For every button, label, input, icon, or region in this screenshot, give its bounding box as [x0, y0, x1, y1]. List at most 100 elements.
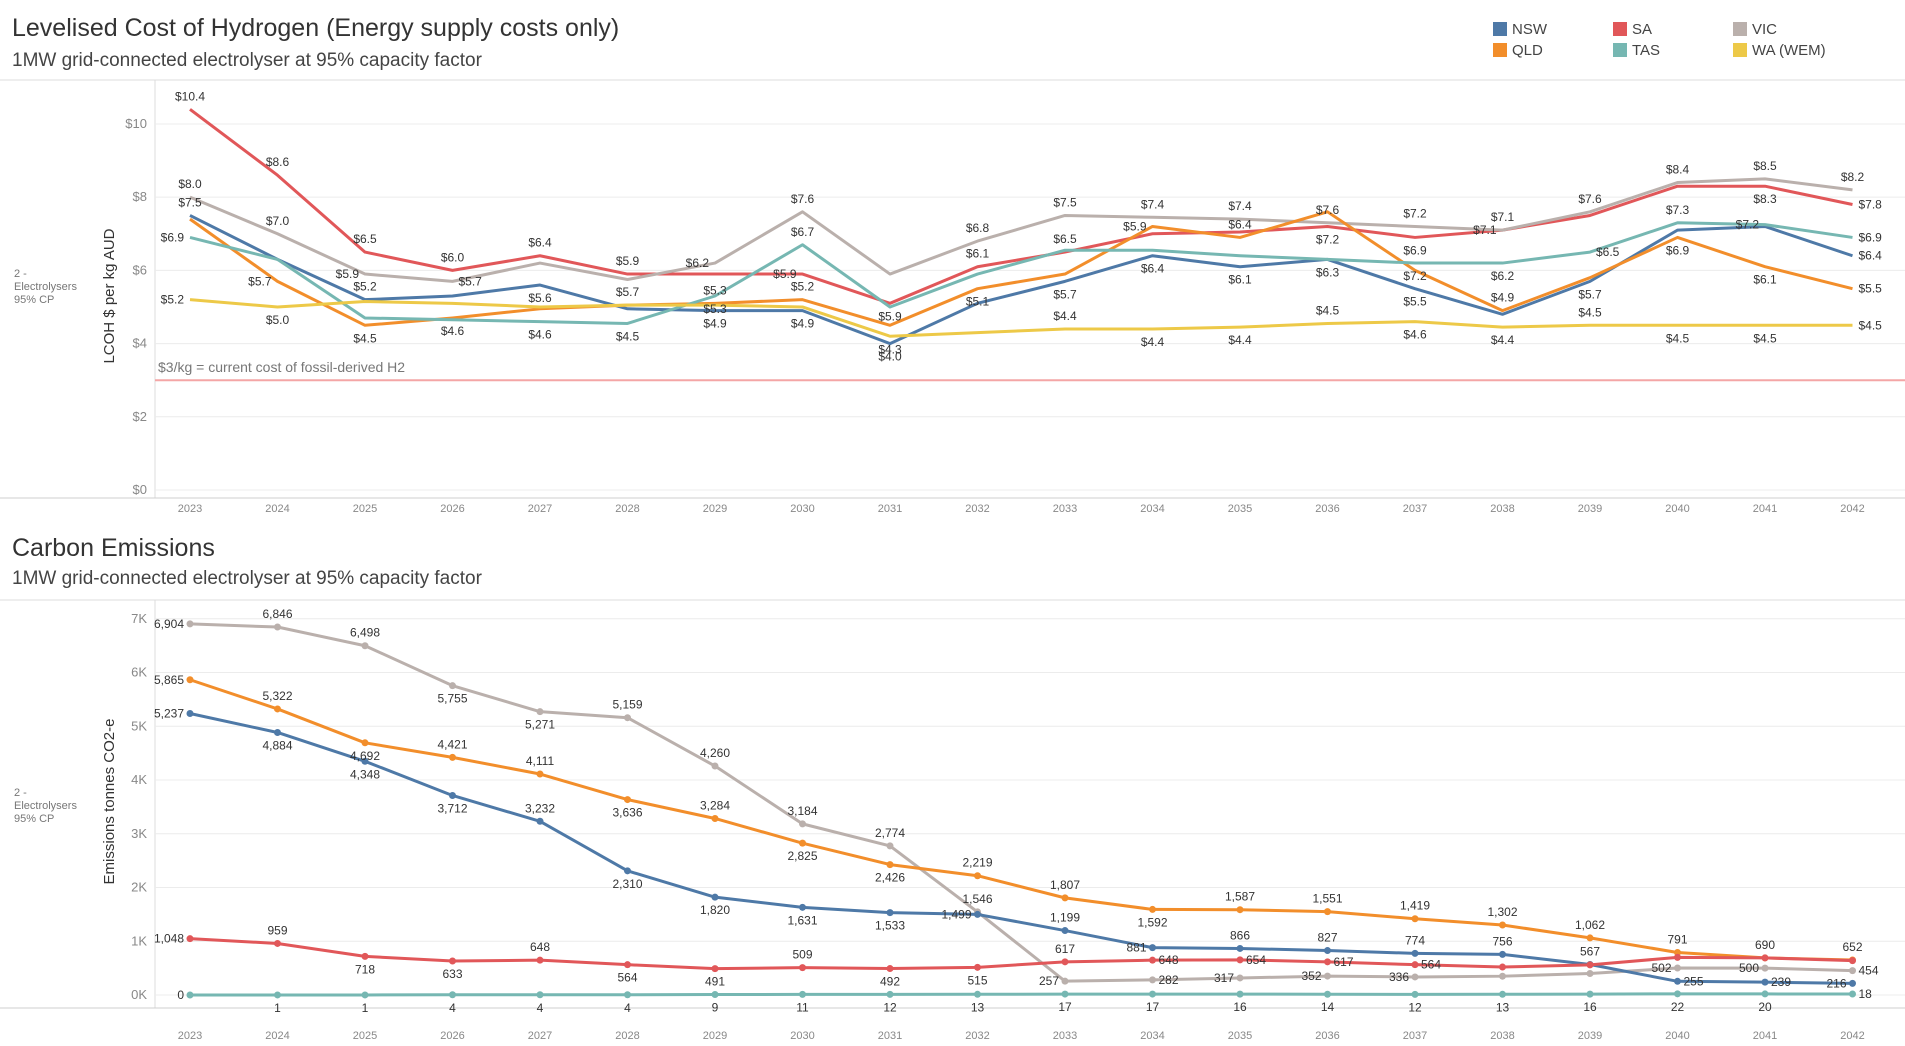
- data-point[interactable]: [1586, 990, 1594, 998]
- data-point[interactable]: [449, 682, 456, 690]
- data-point[interactable]: [274, 705, 281, 713]
- data-point[interactable]: [1499, 963, 1506, 971]
- data-point[interactable]: [1761, 978, 1769, 986]
- series-line-nsw[interactable]: [189, 712, 1853, 985]
- data-point[interactable]: [274, 728, 281, 736]
- data-point[interactable]: [1849, 957, 1856, 965]
- data-point[interactable]: [1674, 964, 1681, 972]
- data-point[interactable]: [1499, 921, 1506, 929]
- data-point[interactable]: [1849, 990, 1856, 998]
- series-line-qld[interactable]: [189, 678, 1853, 962]
- legend-item-wa[interactable]: WA (WEM): [1733, 42, 1826, 59]
- data-point[interactable]: [1411, 973, 1419, 981]
- data-point[interactable]: [1061, 927, 1069, 935]
- data-point[interactable]: [1411, 915, 1419, 923]
- data-point[interactable]: [1236, 944, 1244, 952]
- data-point[interactable]: [536, 770, 544, 778]
- series-line-sa[interactable]: [189, 108, 1853, 305]
- series-line-tas[interactable]: [189, 992, 1853, 997]
- data-point[interactable]: [1236, 956, 1244, 964]
- data-point[interactable]: [1324, 958, 1331, 966]
- data-point[interactable]: [1499, 990, 1506, 998]
- data-point[interactable]: [1149, 990, 1156, 998]
- data-point[interactable]: [624, 796, 631, 804]
- data-point[interactable]: [1324, 972, 1331, 980]
- data-point[interactable]: [536, 956, 544, 964]
- data-point[interactable]: [1849, 979, 1856, 987]
- data-point[interactable]: [274, 991, 281, 999]
- data-point[interactable]: [799, 964, 806, 972]
- data-point[interactable]: [1499, 950, 1506, 958]
- data-point[interactable]: [1411, 961, 1419, 969]
- series-line-wa-wem-[interactable]: [189, 298, 1853, 338]
- data-point[interactable]: [361, 991, 369, 999]
- data-point[interactable]: [711, 893, 719, 901]
- data-point[interactable]: [1411, 949, 1419, 957]
- data-point[interactable]: [886, 842, 894, 850]
- data-point[interactable]: [886, 909, 894, 917]
- legend-item-sa[interactable]: SA: [1613, 21, 1652, 38]
- data-point[interactable]: [711, 814, 719, 822]
- data-point[interactable]: [361, 642, 369, 650]
- data-point[interactable]: [974, 872, 981, 880]
- data-point[interactable]: [1149, 956, 1156, 964]
- series-line-qld[interactable]: [189, 210, 1853, 327]
- data-point[interactable]: [886, 965, 894, 973]
- data-point[interactable]: [1411, 990, 1419, 998]
- data-point[interactable]: [536, 708, 544, 716]
- data-point[interactable]: [1324, 908, 1331, 916]
- data-point[interactable]: [186, 710, 194, 718]
- data-point[interactable]: [186, 620, 194, 628]
- data-point[interactable]: [1061, 894, 1069, 902]
- data-point[interactable]: [274, 939, 281, 947]
- data-point[interactable]: [1499, 972, 1506, 980]
- data-point[interactable]: [361, 757, 369, 765]
- data-point[interactable]: [1149, 905, 1156, 913]
- series-line-sa[interactable]: [189, 937, 1853, 971]
- data-point[interactable]: [1674, 953, 1681, 961]
- legend-item-tas[interactable]: TAS: [1613, 42, 1660, 59]
- data-point[interactable]: [974, 910, 981, 918]
- data-point[interactable]: [1236, 990, 1244, 998]
- data-point[interactable]: [1149, 976, 1156, 984]
- data-point[interactable]: [1061, 977, 1069, 985]
- data-point[interactable]: [1674, 990, 1681, 998]
- data-point[interactable]: [1324, 947, 1331, 955]
- legend-item-nsw[interactable]: NSW: [1493, 21, 1547, 38]
- data-point[interactable]: [799, 990, 806, 998]
- data-point[interactable]: [799, 839, 806, 847]
- legend-item-qld[interactable]: QLD: [1493, 42, 1543, 59]
- data-point[interactable]: [886, 861, 894, 869]
- data-point[interactable]: [1586, 934, 1594, 942]
- legend-item-vic[interactable]: VIC: [1733, 21, 1777, 38]
- data-point[interactable]: [361, 739, 369, 747]
- data-point[interactable]: [449, 753, 456, 761]
- data-point[interactable]: [449, 991, 456, 999]
- data-point[interactable]: [799, 903, 806, 911]
- data-point[interactable]: [1674, 948, 1681, 956]
- data-point[interactable]: [974, 990, 981, 998]
- data-point[interactable]: [974, 963, 981, 971]
- data-point[interactable]: [1586, 961, 1594, 969]
- data-point[interactable]: [1236, 906, 1244, 914]
- data-point[interactable]: [711, 991, 719, 999]
- series-line-tas[interactable]: [189, 221, 1853, 325]
- data-point[interactable]: [624, 867, 631, 875]
- data-point[interactable]: [186, 935, 194, 943]
- data-point[interactable]: [624, 961, 631, 969]
- data-point[interactable]: [536, 991, 544, 999]
- data-point[interactable]: [536, 817, 544, 825]
- data-point[interactable]: [1061, 990, 1069, 998]
- data-point[interactable]: [274, 623, 281, 631]
- data-point[interactable]: [186, 991, 194, 999]
- data-point[interactable]: [624, 714, 631, 722]
- data-point[interactable]: [1849, 967, 1856, 975]
- series-line-nsw[interactable]: [189, 214, 1853, 346]
- data-point[interactable]: [711, 965, 719, 973]
- data-point[interactable]: [886, 990, 894, 998]
- data-point[interactable]: [1324, 990, 1331, 998]
- data-point[interactable]: [1061, 958, 1069, 966]
- data-point[interactable]: [186, 676, 194, 684]
- data-point[interactable]: [1761, 954, 1769, 962]
- data-point[interactable]: [449, 791, 456, 799]
